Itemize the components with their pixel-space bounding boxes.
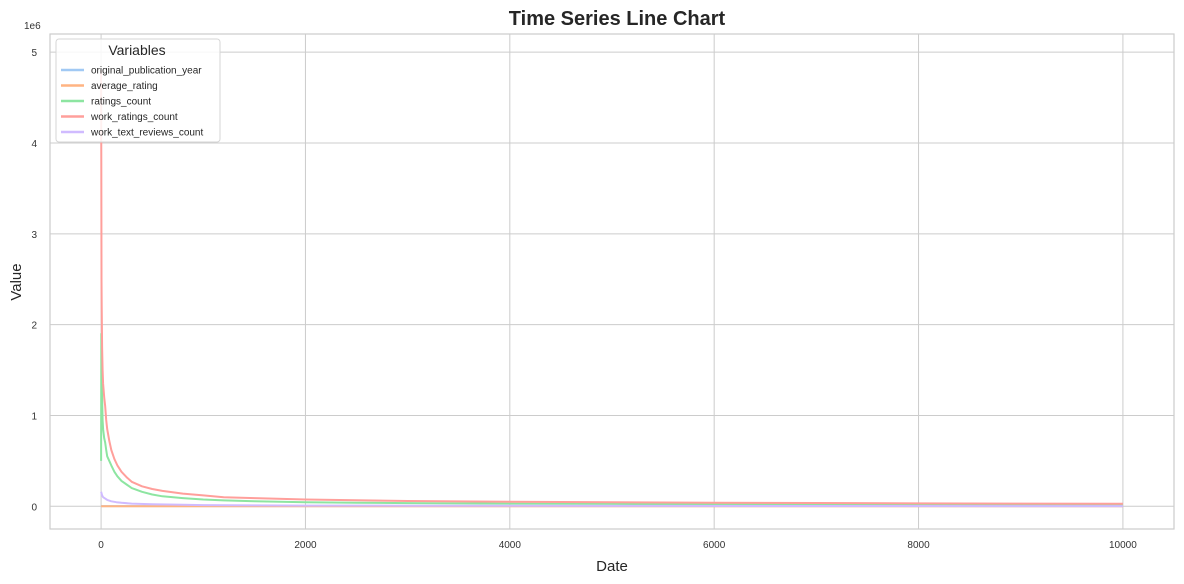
legend-label: average_rating — [91, 81, 158, 92]
y-axis-title: Value — [8, 263, 25, 300]
x-axis-title: Date — [596, 558, 628, 575]
x-tick-label: 10000 — [1109, 540, 1137, 551]
chart-title: Time Series Line Chart — [509, 8, 726, 30]
legend-label: work_text_reviews_count — [90, 128, 203, 139]
y-tick-label: 5 — [31, 48, 37, 59]
plot-area-frame — [49, 33, 1175, 530]
legend: Variables original_publication_yearavera… — [55, 38, 221, 143]
legend-label: work_ratings_count — [90, 112, 178, 123]
series-lines — [100, 70, 1123, 508]
legend-title: Variables — [108, 42, 165, 58]
legend-label: ratings_count — [91, 97, 151, 108]
series-line-work-ratings-count — [100, 70, 1123, 505]
y-tick-label: 3 — [31, 230, 37, 241]
series-line-work-text-reviews-count — [100, 491, 1123, 508]
x-tick-label: 6000 — [703, 540, 726, 551]
x-tick-label: 2000 — [294, 540, 317, 551]
x-tick-label: 4000 — [499, 540, 522, 551]
y-tick-label: 1 — [31, 411, 37, 422]
y-tick-label: 0 — [31, 502, 37, 513]
series-line-ratings-count — [100, 332, 1123, 506]
x-tick-label: 8000 — [907, 540, 930, 551]
tick-labels: 0 2000 4000 6000 8000 10000 0 1 2 3 4 5 — [31, 48, 1137, 551]
legend-label: original_publication_year — [91, 66, 202, 77]
legend-entries: original_publication_year average_ratingr… — [61, 66, 203, 139]
legend-box — [55, 38, 221, 143]
y-offset-label: 1e6 — [24, 21, 41, 32]
y-tick-label: 2 — [31, 321, 37, 332]
x-tick-label: 0 — [98, 540, 104, 551]
y-tick-label: 4 — [31, 139, 37, 150]
